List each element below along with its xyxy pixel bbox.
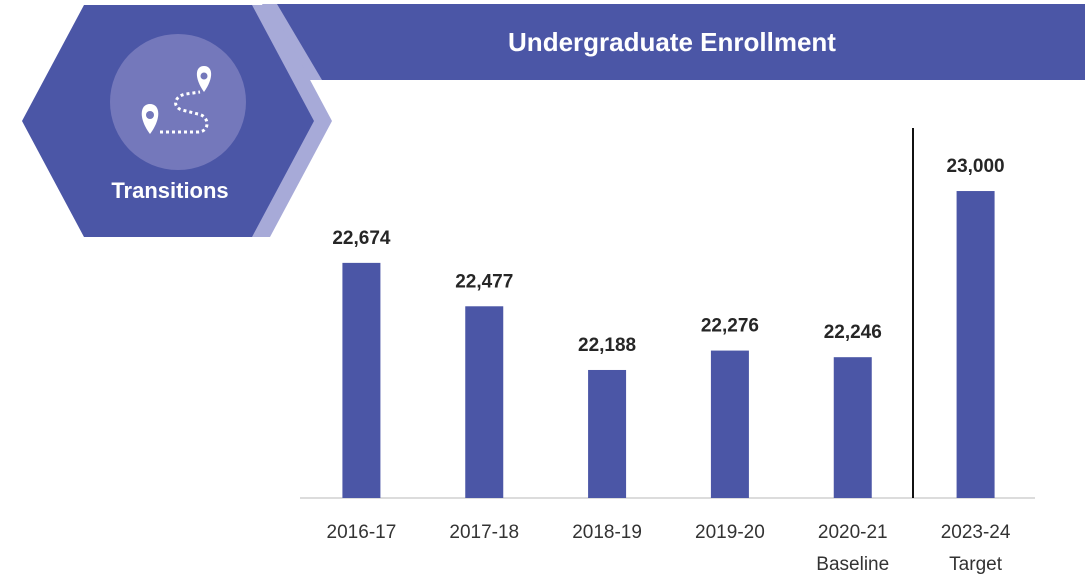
x-tick-label: 2019-20 [695, 522, 765, 543]
chart-title: Undergraduate Enrollment [508, 27, 836, 57]
banner [277, 4, 1085, 80]
bar [956, 191, 995, 498]
x-tick-label: 2017-18 [449, 522, 519, 543]
x-tick-label: 2023-24 [941, 522, 1011, 543]
badge-circle [110, 34, 246, 170]
bar [342, 262, 381, 498]
x-tick-label: 2020-21 [818, 522, 888, 543]
value-label: 22,477 [455, 271, 513, 292]
value-label: 22,674 [332, 228, 391, 249]
value-label: 22,188 [578, 335, 636, 356]
route-icon [141, 66, 212, 134]
x-tick-sublabel: Target [949, 554, 1003, 575]
bar [465, 306, 504, 498]
x-tick-sublabel: Baseline [816, 554, 889, 575]
value-label: 22,246 [824, 322, 882, 343]
value-label: 23,000 [947, 156, 1005, 177]
badge-label: Transitions [111, 178, 228, 203]
bar [833, 357, 872, 498]
value-label: 22,276 [701, 316, 759, 337]
x-tick-label: 2016-17 [327, 522, 397, 543]
bar [710, 350, 749, 498]
x-tick-label: 2018-19 [572, 522, 642, 543]
bar [588, 369, 627, 498]
